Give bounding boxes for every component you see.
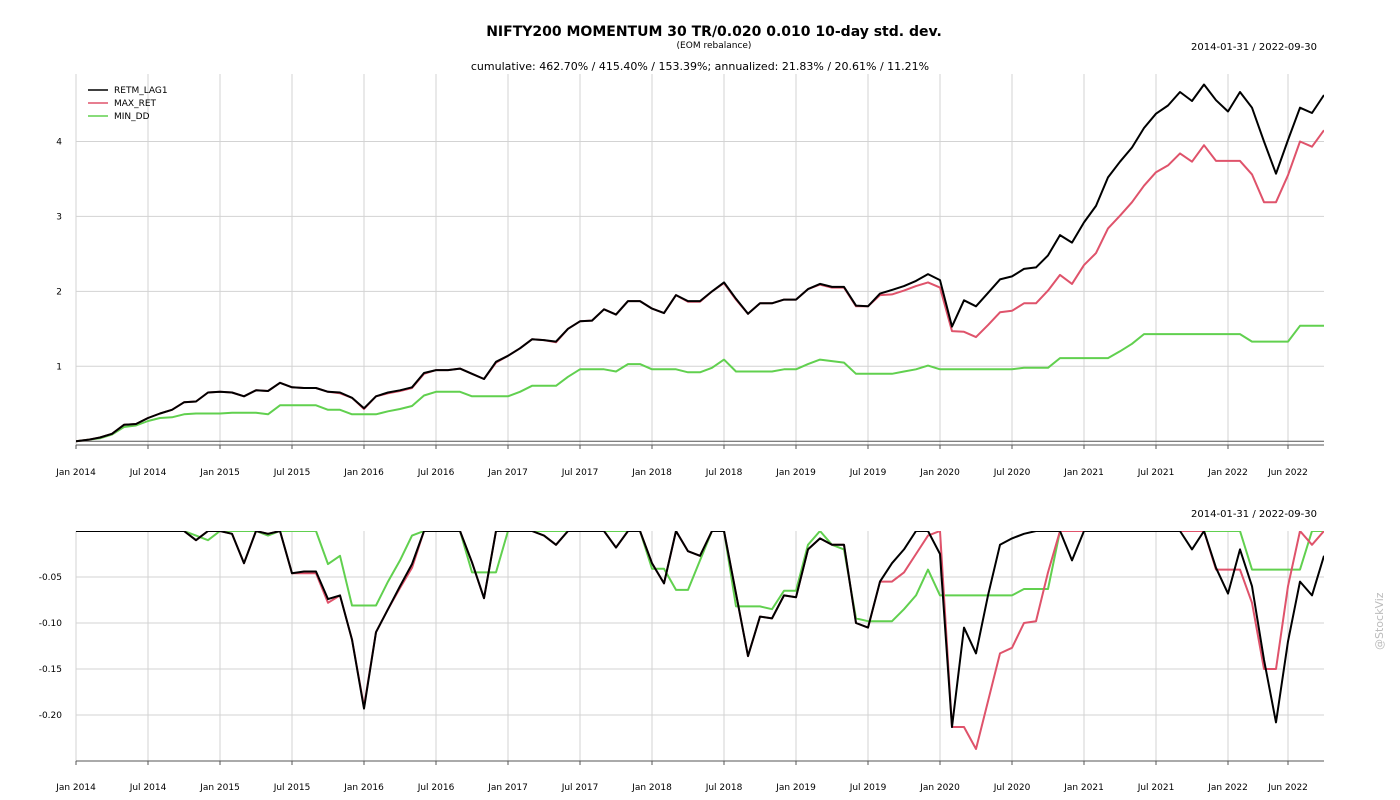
- series-group: [76, 83, 1324, 443]
- y-tick-label: 4: [56, 137, 62, 147]
- x-tick-label: Jul 2014: [129, 468, 167, 478]
- x-tick-label: Jan 2022: [1207, 783, 1248, 793]
- series-line-min-dd: [76, 324, 1324, 443]
- x-tick-label: Jul 2019: [849, 468, 887, 478]
- series-line-max-ret: [76, 531, 1324, 750]
- x-tick-label: Jul 2016: [417, 783, 455, 793]
- legend-label-min-dd: MIN_DD: [114, 112, 150, 122]
- y-tick-label: 3: [56, 212, 62, 222]
- x-tick-label: Jan 2015: [199, 468, 240, 478]
- x-tick-label: Jul 2019: [849, 783, 887, 793]
- drawdown-panel: Jan 2014 Jul 2014 Jan 2015 Jul 2015 Jan 2016…: [39, 531, 1324, 793]
- x-tick-label: Jul 2020: [993, 783, 1031, 793]
- x-tick-label: Jan 2021: [1063, 783, 1104, 793]
- legend: RETM_LAG1 MAX_RET MIN_DD: [88, 86, 168, 122]
- x-tick-label: Jan 2020: [919, 468, 960, 478]
- x-tick-label: Jan 2022: [1207, 468, 1248, 478]
- series-group: [76, 531, 1324, 750]
- x-tick-label: Jan 2014: [55, 468, 96, 478]
- x-tick-label: Jul 2021: [1137, 468, 1175, 478]
- y-tick-label: 1: [56, 362, 62, 372]
- y-tick-label: -0.05: [39, 573, 62, 583]
- x-tick-label: Jul 2016: [417, 468, 455, 478]
- x-tick-label: Jan 2020: [919, 783, 960, 793]
- chart-title: NIFTY200 MOMENTUM 30 TR/0.020 0.010 10-d…: [486, 24, 942, 40]
- x-tick-label: Jul 2015: [273, 783, 311, 793]
- legend-label-retm-lag1: RETM_LAG1: [114, 86, 168, 96]
- legend-label-max-ret: MAX_RET: [114, 99, 157, 109]
- series-line-retm-lag1: [76, 531, 1324, 728]
- x-tick-label: Jul 2017: [561, 468, 599, 478]
- x-tick-label: Jul 2020: [993, 468, 1031, 478]
- x-tick-label: Jan 2019: [775, 783, 816, 793]
- x-tick-label: Jan 2018: [631, 783, 672, 793]
- x-tick-label: Jan 2017: [487, 468, 528, 478]
- date-range-top: 2014-01-31 / 2022-09-30: [1191, 42, 1317, 53]
- x-tick-label: Jul 2015: [273, 468, 311, 478]
- y-tick-label: -0.20: [39, 711, 63, 721]
- cumulative-return-panel: Jan 2014 Jul 2014 Jan 2015 Jul 2015 Jan 2016…: [55, 74, 1324, 478]
- x-tick-label: Jun 2022: [1267, 468, 1308, 478]
- series-line-max-ret: [76, 129, 1324, 443]
- x-tick-label: Jul 2018: [705, 783, 743, 793]
- x-tick-label: Jan 2014: [55, 783, 96, 793]
- x-tick-label: Jan 2016: [343, 468, 384, 478]
- watermark: @StockViz: [1373, 592, 1386, 650]
- x-tick-label: Jan 2017: [487, 783, 528, 793]
- x-tick-label: Jun 2022: [1267, 783, 1308, 793]
- series-line-min-dd: [76, 531, 1324, 623]
- y-tick-label: -0.15: [39, 665, 62, 675]
- x-tick-label: Jul 2018: [705, 468, 743, 478]
- chart-subtitle: (EOM rebalance): [677, 41, 752, 51]
- x-tick-label: Jul 2021: [1137, 783, 1175, 793]
- date-range-bottom: 2014-01-31 / 2022-09-30: [1191, 509, 1317, 520]
- x-tick-label: Jan 2021: [1063, 468, 1104, 478]
- y-tick-label: -0.10: [39, 619, 63, 629]
- x-tick-label: Jul 2014: [129, 783, 167, 793]
- x-tick-label: Jan 2015: [199, 783, 240, 793]
- x-tick-label: Jan 2016: [343, 783, 384, 793]
- x-tick-label: Jan 2018: [631, 468, 672, 478]
- x-tick-label: Jul 2017: [561, 783, 599, 793]
- chart-summary: cumulative: 462.70% / 415.40% / 153.39%;…: [471, 60, 929, 73]
- series-line-retm-lag1: [76, 83, 1324, 443]
- x-tick-label: Jan 2019: [775, 468, 816, 478]
- y-tick-label: 2: [56, 287, 62, 297]
